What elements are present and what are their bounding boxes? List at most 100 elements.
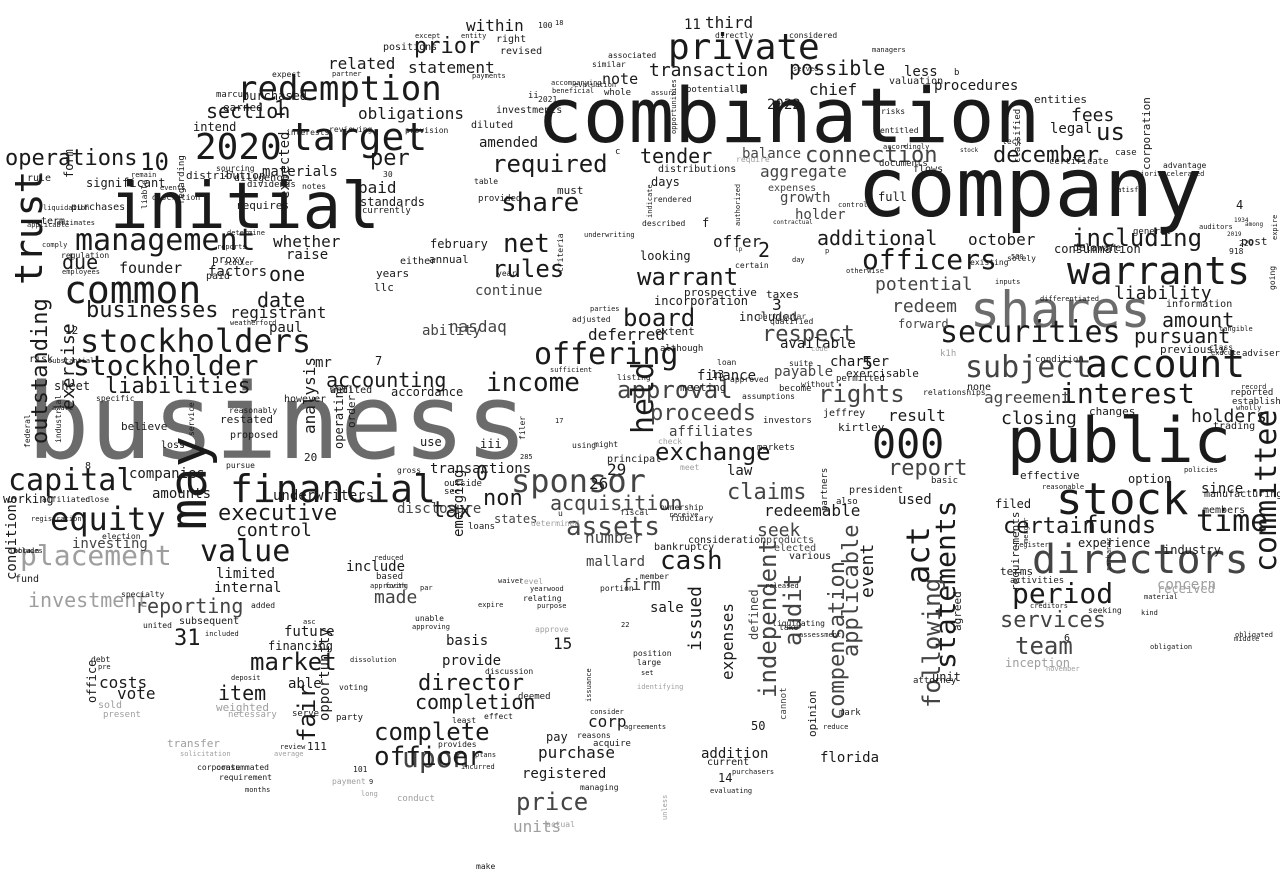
cloud-word: 17 [555,417,564,425]
cloud-word: debt [91,655,111,664]
cloud-word: concern [1157,577,1217,593]
cloud-word: mr [315,355,332,371]
cloud-word: section [206,99,291,123]
cloud-word: provide [442,653,502,669]
cloud-word: us [1096,118,1125,146]
cloud-word: lp [735,246,743,253]
cloud-word: control [236,520,312,541]
cloud-word: reduce [823,723,849,731]
cloud-word: marcum [216,90,249,100]
cloud-word: specialty [121,590,165,599]
cloud-word: stockholder [73,349,259,382]
cloud-word: reasonable [1042,483,1085,491]
cloud-word: sheet [54,379,91,393]
cloud-word: expenses [718,602,737,680]
cloud-word: due [62,250,99,274]
cloud-word: released [765,582,799,590]
cloud-word: reports [217,243,247,251]
cloud-word: exercisable [846,367,919,380]
cloud-word: able [288,676,322,692]
cloud-word: 8 [85,461,92,472]
cloud-word: liable [140,180,149,209]
cloud-word: 20 [304,451,318,464]
cloud-word: units [513,817,562,836]
cloud-word: obligated [1235,631,1273,639]
cloud-word: table [474,177,499,186]
cloud-word: financing [268,639,334,653]
cloud-word: months [245,786,271,794]
cloud-word: received [1157,582,1215,596]
cloud-word: completion [415,690,536,714]
cloud-word: period [1012,577,1114,610]
cloud-word: 220 [1239,239,1254,248]
cloud-word: serve [292,709,320,719]
cloud-word: report [888,456,968,481]
cloud-word: 9 [369,778,374,786]
cloud-word: valuation [889,76,944,87]
cloud-word: executive [218,501,338,526]
cloud-word: price [516,788,589,816]
cloud-word: cash [660,546,723,576]
cloud-word: p [825,247,830,255]
cloud-word: option [1128,472,1172,486]
cloud-word: majority [1132,170,1166,178]
cloud-word: since [1201,481,1244,497]
cloud-word: 2021 [538,95,558,104]
cloud-word: companies [129,466,205,482]
cloud-word: managing [580,783,619,792]
cloud-word: procedures [934,78,1019,94]
cloud-word: applicable [27,221,70,229]
cloud-word: date [257,288,306,312]
cloud-word: 0 [476,461,489,485]
cloud-word: accordingly [883,143,930,151]
cloud-word: company [857,141,1203,236]
cloud-word: industrial [54,394,63,443]
cloud-word: beneficial [552,87,595,95]
cloud-word: previously [1160,343,1227,356]
cloud-word: 285 [520,453,533,461]
cloud-word: partners [820,467,830,511]
cloud-word: right [496,34,527,45]
cloud-word: factors [208,264,268,280]
cloud-word: fiscal [620,508,649,517]
cloud-word: material [1144,593,1178,601]
cloud-word: mallard [586,554,646,570]
cloud-word: payable [774,364,834,380]
cloud-word: term [41,216,66,227]
cloud-word: case [1115,148,1137,158]
cloud-word: obligation [1150,643,1193,651]
cloud-word: considered [789,31,838,40]
cloud-word: although [660,344,704,354]
cloud-word: materials [262,164,338,180]
cloud-word: also [836,497,858,507]
cloud-word: costs [99,673,148,692]
cloud-word: affiliates [669,424,754,440]
cloud-word: portion [600,584,634,593]
cloud-word: gross [397,466,422,475]
cloud-word: become [779,384,812,394]
cloud-word: future [284,624,335,640]
cloud-word: third [705,13,754,32]
cloud-word: number [585,528,643,547]
cloud-word: 101 [353,765,368,774]
cloud-word: middle [1234,635,1260,643]
cloud-word: authorized [734,183,742,226]
cloud-word: necessary [228,710,277,720]
cloud-word: review [280,743,306,751]
cloud-word: adviser [1242,349,1280,359]
cloud-word: approve [535,625,569,634]
cloud-word: whole [604,88,632,98]
cloud-word: effective [1020,469,1080,482]
cloud-word: claims [727,480,807,505]
cloud-word: mark [839,708,861,718]
cloud-word: relationships [923,388,986,397]
cloud-word: certain [735,261,769,270]
cloud-word: february [430,237,488,251]
cloud-word: substantial [48,357,95,365]
cloud-word: addition [701,746,769,762]
cloud-word: without [801,380,835,389]
cloud-word: controls [838,201,872,209]
cloud-word: outside [444,479,482,489]
cloud-word: expenses [768,183,817,194]
cloud-word: 31 [174,626,201,651]
